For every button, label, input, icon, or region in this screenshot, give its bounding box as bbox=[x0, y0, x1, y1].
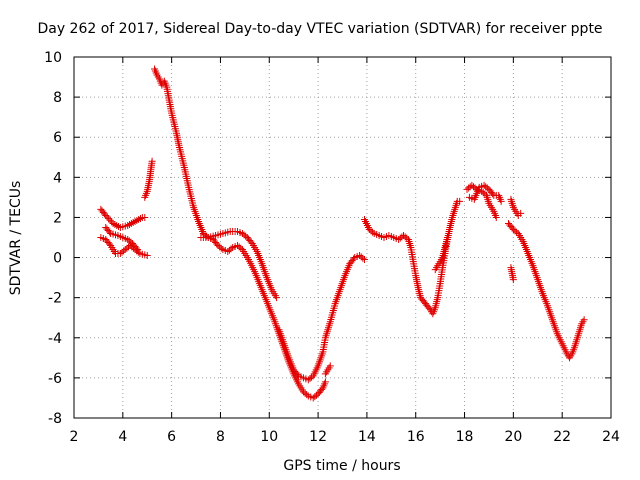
y-tick-label: -2 bbox=[48, 291, 62, 307]
data-point-interp bbox=[105, 215, 113, 223]
x-tick-labels: 2 4 6 8 10 12 14 16 18 20 22 24 bbox=[70, 429, 620, 445]
data-point-interp bbox=[369, 228, 377, 236]
data-point-interp bbox=[127, 219, 135, 227]
data-point-interp bbox=[137, 214, 145, 222]
data-point-interp bbox=[312, 391, 320, 399]
data-point bbox=[133, 246, 141, 254]
data-point-interp bbox=[105, 228, 113, 236]
data-point-interp bbox=[508, 224, 516, 232]
x-tick-label: 20 bbox=[504, 429, 522, 445]
y-tick-label: 8 bbox=[53, 90, 62, 106]
y-tick-label: 4 bbox=[53, 170, 62, 186]
data-point-interp bbox=[293, 370, 301, 378]
x-tick-label: 14 bbox=[358, 429, 376, 445]
data-point-interp bbox=[106, 216, 114, 224]
y-tick-label: -8 bbox=[48, 411, 62, 427]
data-point bbox=[141, 213, 149, 221]
chart-title: Day 262 of 2017, Sidereal Day-to-day VTE… bbox=[37, 21, 602, 37]
data-point-interp bbox=[129, 218, 137, 226]
data-point bbox=[509, 276, 517, 284]
data-point-interp bbox=[425, 304, 433, 312]
data-point-interp bbox=[318, 385, 326, 393]
y-tick-label: 10 bbox=[44, 50, 62, 66]
x-tick-label: 10 bbox=[260, 429, 278, 445]
data-point bbox=[124, 221, 132, 229]
data-point bbox=[497, 197, 505, 205]
x-tick-label: 22 bbox=[553, 429, 571, 445]
axis-ticks bbox=[73, 56, 612, 419]
x-axis-label: GPS time / hours bbox=[283, 458, 400, 474]
data-point bbox=[148, 157, 156, 165]
data-point-interp bbox=[111, 220, 119, 228]
data-points bbox=[97, 65, 588, 402]
data-point-interp bbox=[247, 238, 255, 246]
data-point-interp bbox=[237, 244, 245, 252]
data-point-interp bbox=[103, 213, 111, 221]
data-point bbox=[443, 234, 451, 241]
data-point-interp bbox=[105, 240, 113, 248]
x-tick-label: 24 bbox=[602, 429, 620, 445]
data-point bbox=[580, 316, 588, 324]
data-point-interp bbox=[489, 190, 497, 198]
data-point-interp bbox=[132, 244, 140, 252]
data-point-interp bbox=[483, 184, 491, 192]
x-tick-label: 16 bbox=[407, 429, 425, 445]
y-tick-labels: -8 -6 -4 -2 0 2 4 6 8 10 bbox=[44, 50, 62, 427]
data-point-interp bbox=[113, 221, 121, 229]
data-point bbox=[492, 213, 500, 221]
y-axis-label: SDTVAR / TECUs bbox=[8, 181, 24, 296]
data-point-interp bbox=[359, 254, 367, 262]
data-point bbox=[102, 211, 110, 219]
grid bbox=[74, 57, 611, 418]
data-point-interp bbox=[227, 245, 235, 253]
x-tick-label: 12 bbox=[309, 429, 327, 445]
data-point bbox=[456, 197, 464, 205]
data-point-interp bbox=[127, 238, 135, 246]
data-point-interp bbox=[513, 228, 521, 236]
data-point bbox=[321, 378, 329, 386]
data-point bbox=[326, 362, 334, 370]
data-point bbox=[131, 217, 139, 225]
data-point bbox=[360, 256, 368, 264]
data-point-interp bbox=[135, 215, 143, 223]
x-tick-label: 8 bbox=[216, 429, 225, 445]
y-tick-label: 2 bbox=[53, 210, 62, 226]
data-point-interp bbox=[126, 220, 134, 228]
y-tick-label: 0 bbox=[53, 251, 62, 267]
data-point bbox=[109, 219, 117, 227]
data-point bbox=[143, 252, 151, 260]
y-tick-label: -6 bbox=[48, 371, 62, 387]
data-point-interp bbox=[242, 232, 250, 240]
data-point-interp bbox=[203, 232, 211, 240]
data-point-interp bbox=[133, 216, 141, 224]
x-tick-label: 18 bbox=[456, 429, 474, 445]
data-point-interp bbox=[303, 391, 311, 399]
x-tick-label: 2 bbox=[70, 429, 79, 445]
data-point-interp bbox=[213, 240, 221, 248]
plot-frame bbox=[73, 56, 612, 419]
x-tick-label: 6 bbox=[167, 429, 176, 445]
data-point-interp bbox=[349, 255, 357, 263]
data-point bbox=[273, 294, 281, 302]
data-point-interp bbox=[217, 244, 225, 252]
y-tick-label: 6 bbox=[53, 130, 62, 146]
data-point bbox=[517, 209, 525, 217]
y-tick-label: -4 bbox=[48, 331, 62, 347]
x-tick-label: 4 bbox=[118, 429, 127, 445]
